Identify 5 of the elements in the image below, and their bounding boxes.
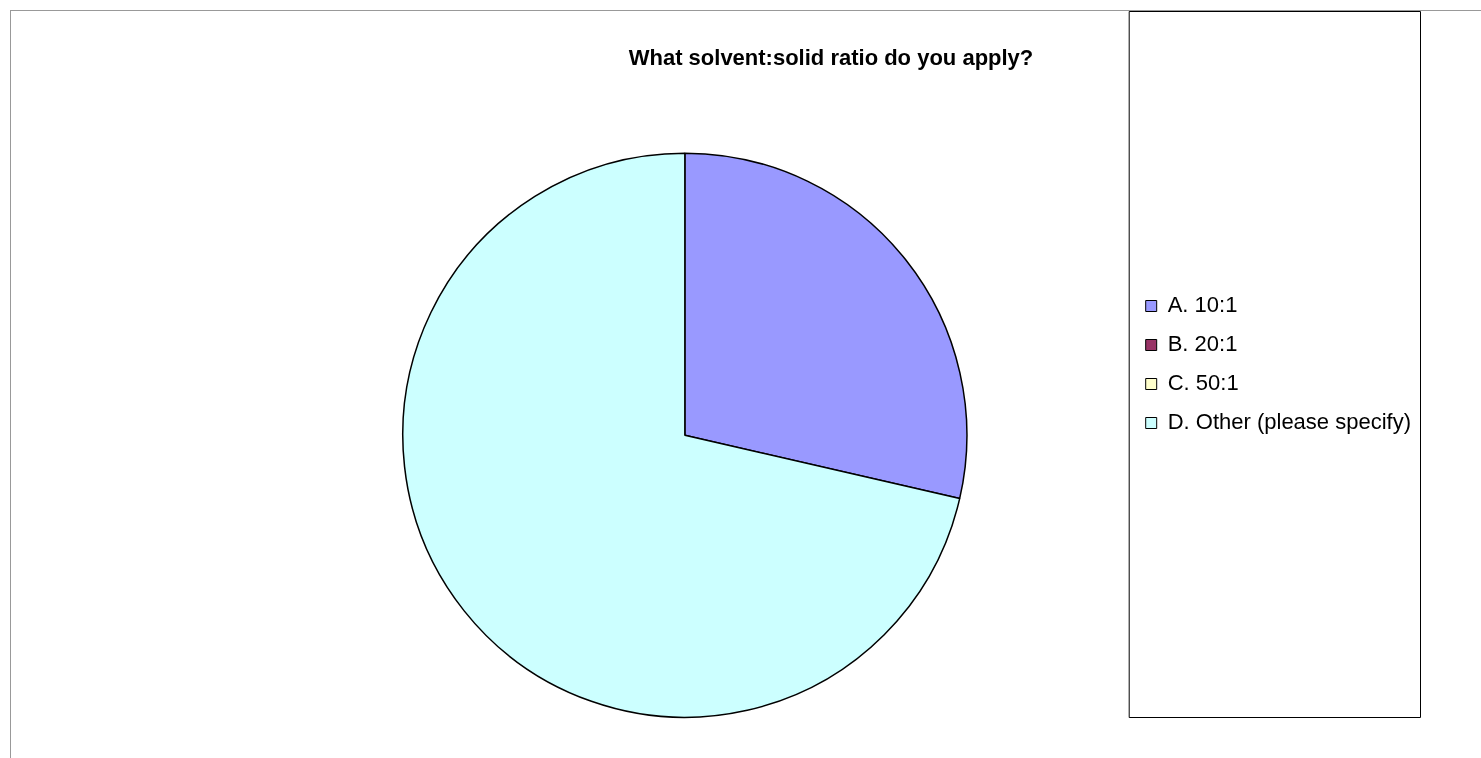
legend-label: D. Other (please specify) xyxy=(1167,409,1411,435)
legend-label: A. 10:1 xyxy=(1167,292,1238,318)
legend-label: B. 20:1 xyxy=(1167,331,1238,357)
chart-title: What solvent:solid ratio do you apply? xyxy=(628,45,1034,71)
legend-label: C. 50:1 xyxy=(1167,370,1239,396)
